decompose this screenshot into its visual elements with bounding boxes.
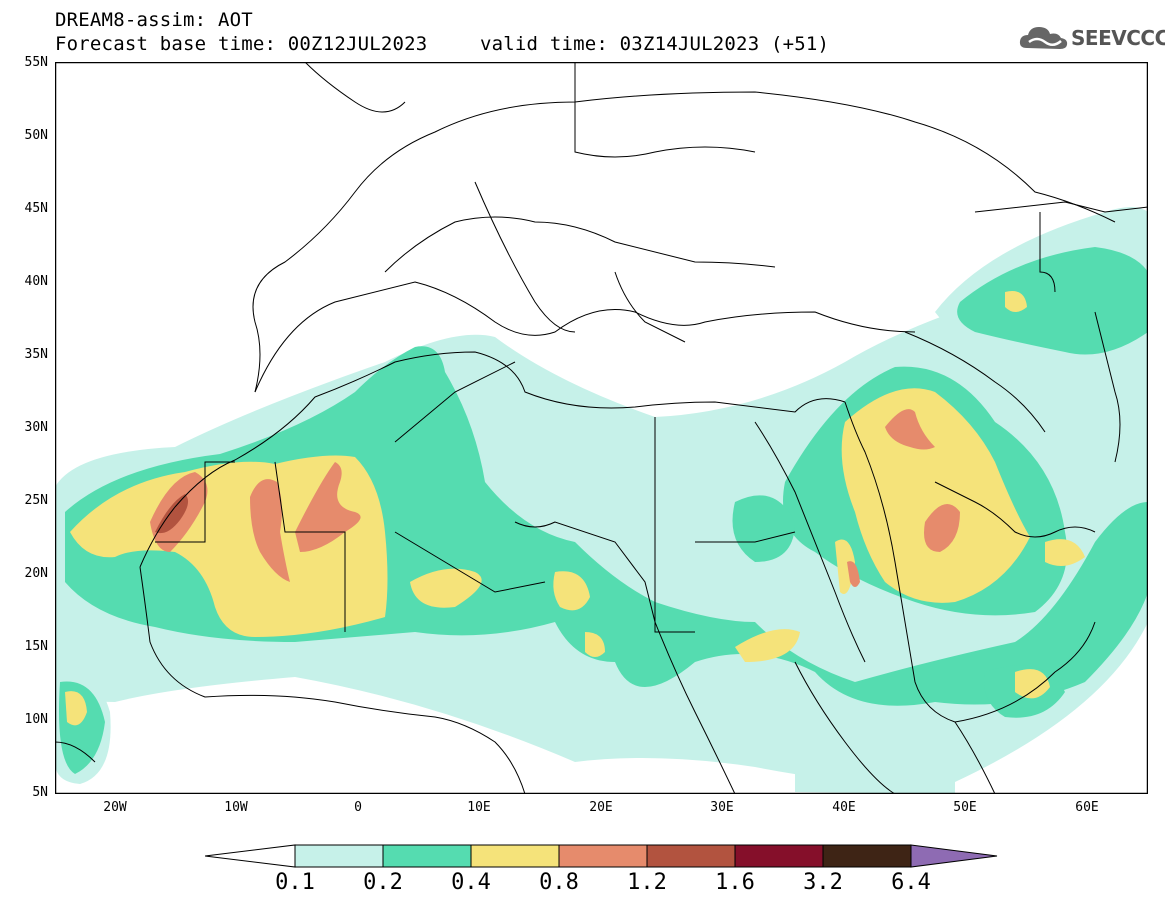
lat-label: 40N (24, 274, 48, 289)
lat-label: 50N (24, 128, 48, 143)
forecast-base-time: Forecast base time: 00Z12JUL2023 (55, 33, 428, 55)
lat-label: 10N (24, 712, 48, 727)
logo-text: SEEVCCC (1071, 26, 1165, 50)
map-title: DREAM8-assim: AOT (55, 9, 253, 31)
lat-label: 15N (24, 639, 48, 654)
colorbar-label: 0.4 (451, 870, 491, 895)
lat-label: 30N (24, 420, 48, 435)
lon-label: 50E (953, 800, 977, 815)
lon-label: 10W (224, 800, 248, 815)
lon-label: 20W (103, 800, 127, 815)
lat-label: 25N (24, 493, 48, 508)
cloud-icon (1019, 27, 1068, 49)
lat-label: 35N (24, 347, 48, 362)
colorbar-label: 3.2 (803, 870, 843, 895)
lon-label: 40E (832, 800, 856, 815)
colorbar-segment (294, 844, 384, 868)
aot-map (55, 62, 1148, 794)
colorbar-label: 1.6 (715, 870, 755, 895)
valid-time: valid time: 03Z14JUL2023 (+51) (480, 33, 830, 55)
seevccc-logo: SEEVCCC (1017, 22, 1165, 56)
aot-band-0.4 (65, 291, 1085, 726)
lat-label: 45N (24, 201, 48, 216)
colorbar-label: 0.1 (275, 870, 315, 895)
lon-label: 30E (710, 800, 734, 815)
colorbar-segment (382, 844, 472, 868)
lon-label: 60E (1075, 800, 1099, 815)
lon-label: 20E (589, 800, 613, 815)
lat-label: 5N (32, 785, 48, 800)
colorbar-label: 0.2 (363, 870, 403, 895)
colorbar-label: 0.8 (539, 870, 579, 895)
colorbar-segment (558, 844, 648, 868)
coastlines (55, 62, 1148, 794)
colorbar (205, 844, 998, 868)
colorbar-label: 6.4 (891, 870, 931, 895)
colorbar-segment (822, 844, 912, 868)
lat-label: 20N (24, 566, 48, 581)
lon-label: 10E (467, 800, 491, 815)
colorbar-arrow-high (910, 844, 998, 868)
map-frame (55, 62, 1148, 794)
colorbar-label: 1.2 (627, 870, 667, 895)
colorbar-arrow-low (205, 844, 296, 868)
colorbar-segment (734, 844, 824, 868)
colorbar-segment (646, 844, 736, 868)
lat-label: 55N (24, 55, 48, 70)
lon-label: 0 (354, 800, 362, 815)
colorbar-segment (470, 844, 560, 868)
